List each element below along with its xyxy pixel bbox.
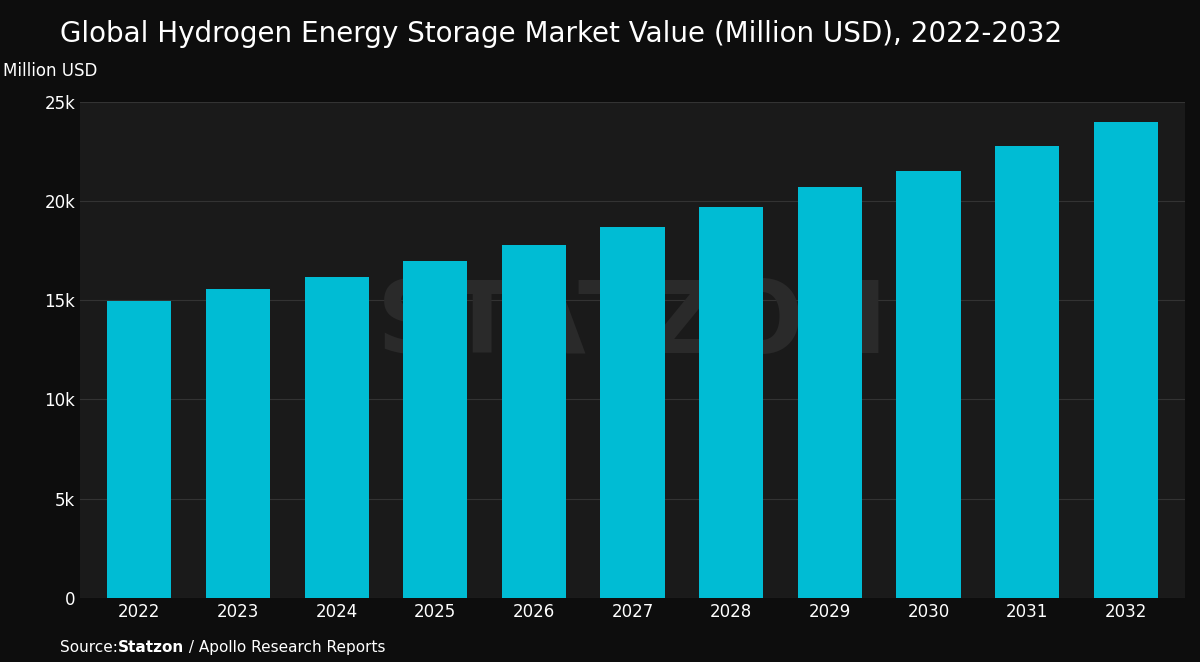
Text: Global Hydrogen Energy Storage Market Value (Million USD), 2022-2032: Global Hydrogen Energy Storage Market Va… bbox=[60, 20, 1062, 48]
Bar bbox=[403, 261, 467, 598]
Bar bbox=[1093, 122, 1158, 598]
Bar bbox=[305, 277, 368, 598]
Bar bbox=[600, 227, 665, 598]
Bar bbox=[502, 245, 566, 598]
Bar bbox=[798, 187, 862, 598]
Bar bbox=[700, 207, 763, 598]
Text: / Apollo Research Reports: / Apollo Research Reports bbox=[184, 640, 385, 655]
Text: Million USD: Million USD bbox=[2, 62, 97, 81]
Text: STATZON: STATZON bbox=[377, 277, 888, 373]
Bar bbox=[995, 146, 1060, 598]
Bar bbox=[206, 289, 270, 598]
Bar bbox=[896, 171, 960, 598]
Text: Statzon: Statzon bbox=[118, 640, 184, 655]
Bar bbox=[107, 301, 172, 598]
Text: Source:: Source: bbox=[60, 640, 122, 655]
